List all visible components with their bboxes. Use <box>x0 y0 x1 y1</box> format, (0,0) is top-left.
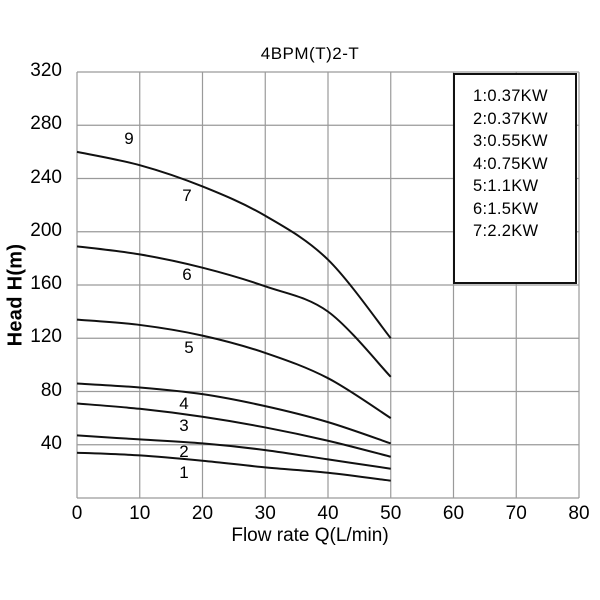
x-tick-label: 60 <box>442 503 465 524</box>
chart-title: 4BPM(T)2-T <box>260 44 360 63</box>
curve-5 <box>76 318 392 419</box>
curve-label: 6 <box>182 265 192 284</box>
curve-3 <box>76 402 391 458</box>
y-tick-label: 120 <box>30 326 62 348</box>
y-tick-label: 320 <box>30 60 62 81</box>
y-tick-label: 240 <box>30 166 62 188</box>
curve-7 <box>76 150 392 339</box>
legend-item: 6:1.5KW <box>473 199 539 218</box>
curve-label: 5 <box>184 338 194 357</box>
x-tick-label: 20 <box>191 503 214 524</box>
legend-item: 2:0.37KW <box>473 109 548 128</box>
x-tick-label: 80 <box>568 503 590 524</box>
legend-item: 5:1.1KW <box>473 177 539 195</box>
curve-label: 2 <box>179 442 189 461</box>
legend-item: 3:0.55KW <box>473 132 548 150</box>
grid-lines <box>76 71 580 499</box>
x-tick-label: 30 <box>254 503 276 524</box>
legend-item: 1:0.37KW <box>473 87 548 105</box>
y-axis-label: Head H(m) <box>4 243 27 347</box>
curve-label: 3 <box>179 416 189 435</box>
y-tick-label: 40 <box>40 432 62 454</box>
x-tick-label: 50 <box>380 503 402 524</box>
curve-1 <box>76 451 391 482</box>
legend-item: 7:2.2KW <box>473 222 539 240</box>
legend-item: 4:0.75KW <box>473 154 548 173</box>
curve-label: 4 <box>179 394 189 413</box>
x-tick-label: 40 <box>317 503 339 524</box>
x-tick-label: 10 <box>129 503 151 524</box>
y-tick-label: 80 <box>40 379 62 401</box>
curve-label: 1 <box>179 463 189 482</box>
y-tick-label: 160 <box>30 273 62 294</box>
x-tick-label: 70 <box>505 503 527 524</box>
curve-6 <box>76 245 392 378</box>
y-tick-label: 200 <box>30 219 62 241</box>
x-tick-label: 0 <box>71 503 83 524</box>
curve-4 <box>76 382 392 445</box>
curve-2 <box>76 434 391 470</box>
y-tick-label: 280 <box>30 113 62 135</box>
x-axis-label: Flow rate Q(L/min) <box>231 525 389 546</box>
curve-label: 7 <box>182 186 192 205</box>
curve-label: 9 <box>124 129 134 148</box>
legend: 1:0.37KW 2:0.37KW 3:0.55KW 4:0.75KW 5:1.… <box>453 73 577 284</box>
curves <box>76 150 392 482</box>
